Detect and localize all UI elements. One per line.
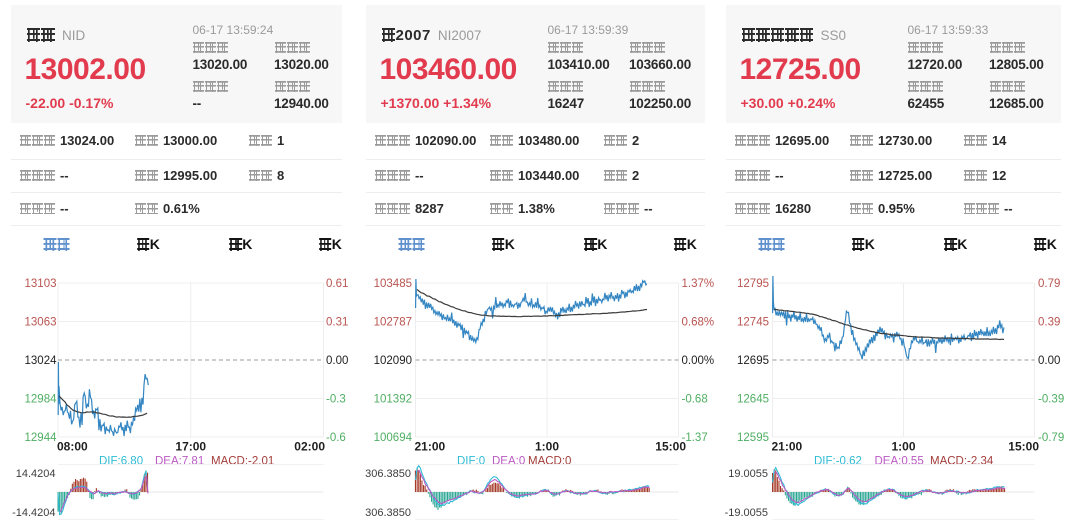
svg-text:DEA:0.55: DEA:0.55	[875, 456, 924, 468]
svg-text:0.31: 0.31	[326, 317, 348, 329]
svg-text:14.4204: 14.4204	[16, 468, 56, 480]
svg-text:102090: 102090	[374, 355, 412, 367]
svg-text:21:00: 21:00	[415, 440, 446, 454]
svg-text:103485: 103485	[374, 278, 412, 290]
svg-text:0.00%: 0.00%	[682, 355, 715, 367]
svg-text:17:00: 17:00	[175, 440, 206, 454]
svg-text:-0.68: -0.68	[682, 394, 708, 406]
svg-text:12795: 12795	[737, 278, 769, 290]
svg-text:13063: 13063	[25, 317, 57, 329]
svg-text:12595: 12595	[737, 432, 769, 444]
svg-text:0.79: 0.79	[1038, 278, 1060, 290]
svg-text:12944: 12944	[25, 432, 58, 444]
svg-text:12645: 12645	[737, 394, 769, 406]
svg-text:-1.37: -1.37	[682, 432, 708, 444]
svg-text:08:00: 08:00	[57, 440, 88, 454]
svg-text:21:00: 21:00	[772, 440, 803, 454]
svg-text:DIF:-0.62: DIF:-0.62	[814, 456, 862, 468]
svg-text:1:00: 1:00	[535, 440, 559, 454]
svg-text:MACD:0: MACD:0	[528, 456, 571, 468]
svg-text:19.0055: 19.0055	[728, 468, 768, 480]
svg-text:MACD:-2.34: MACD:-2.34	[930, 456, 994, 468]
svg-text:-0.6: -0.6	[326, 432, 346, 444]
svg-text:306.3850: 306.3850	[365, 507, 411, 519]
svg-text:101392: 101392	[374, 394, 412, 406]
svg-text:100694: 100694	[374, 432, 413, 444]
svg-text:DEA:0: DEA:0	[492, 456, 525, 468]
svg-text:12745: 12745	[737, 317, 769, 329]
svg-text:0.39: 0.39	[1038, 317, 1060, 329]
svg-text:MACD:-2.01: MACD:-2.01	[211, 456, 274, 468]
svg-text:-0.3: -0.3	[326, 394, 346, 406]
svg-text:102787: 102787	[374, 317, 412, 329]
svg-text:12984: 12984	[25, 394, 58, 406]
svg-text:0.61: 0.61	[326, 278, 348, 290]
svg-text:13103: 13103	[25, 278, 57, 290]
svg-text:0.68%: 0.68%	[682, 317, 715, 329]
svg-text:DIF:0: DIF:0	[457, 456, 485, 468]
svg-text:13024: 13024	[25, 355, 58, 367]
svg-text:-0.39: -0.39	[1038, 394, 1064, 406]
svg-text:15:00: 15:00	[1008, 440, 1039, 454]
svg-text:0.00: 0.00	[326, 355, 348, 367]
svg-text:-0.79: -0.79	[1038, 432, 1064, 444]
svg-text:1.37%: 1.37%	[682, 278, 715, 290]
svg-text:02:00: 02:00	[294, 440, 325, 454]
svg-text:15:00: 15:00	[655, 440, 686, 454]
svg-text:-19.0055: -19.0055	[725, 507, 768, 519]
svg-text:-14.4204: -14.4204	[12, 507, 55, 519]
svg-text:DEA:7.81: DEA:7.81	[155, 456, 204, 468]
svg-text:DIF:6.80: DIF:6.80	[99, 456, 143, 468]
svg-text:1:00: 1:00	[891, 440, 915, 454]
svg-text:306.3850: 306.3850	[365, 468, 411, 480]
svg-text:0.00: 0.00	[1038, 355, 1060, 367]
svg-text:12695: 12695	[737, 355, 769, 367]
